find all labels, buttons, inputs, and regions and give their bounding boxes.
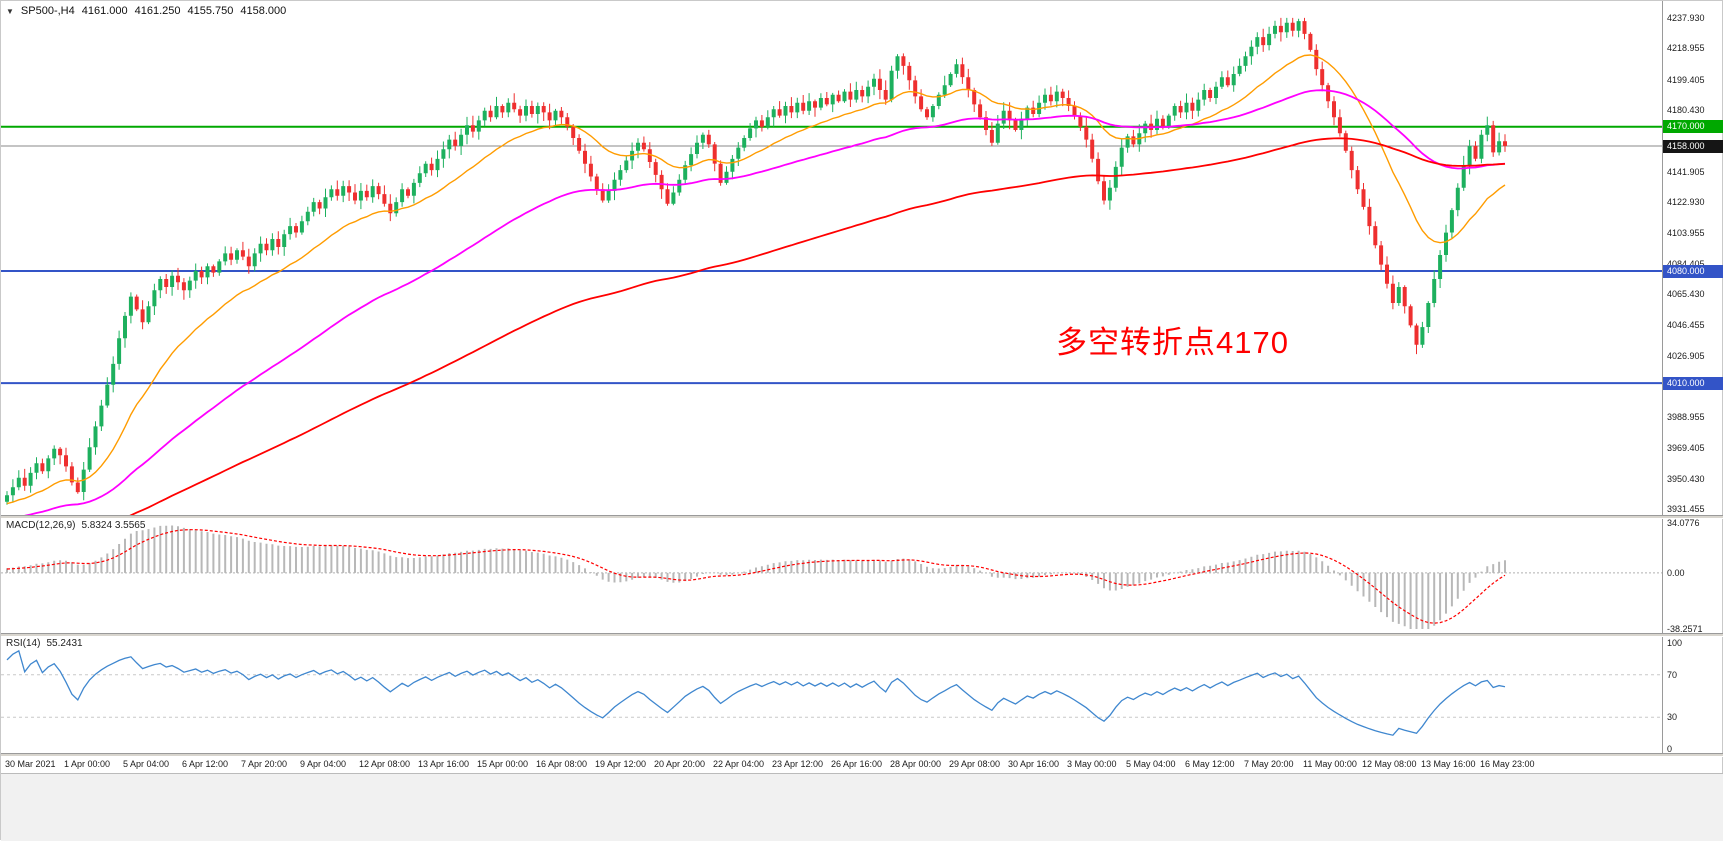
chart-menu-icon[interactable]: ▼ [6,7,14,16]
rsi-axis-label: 70 [1667,669,1678,680]
time-axis-label: 30 Apr 16:00 [1008,759,1060,769]
price-badge-4170.000: 4170.000 [1663,120,1723,134]
time-axis-label: 5 Apr 04:00 [123,759,170,769]
macd-axis-label: 34.0776 [1667,518,1700,528]
time-axis-label: 28 Apr 00:00 [890,759,942,769]
macd-panel-canvas[interactable] [1,519,1662,633]
time-axis-label: 6 May 12:00 [1185,759,1235,769]
rsi-axis-label: 30 [1667,712,1678,723]
macd-indicator-label: MACD(12,26,9) 5.8324 3.5565 [6,520,151,531]
ohlc-open-value: 4161.000 [81,5,128,17]
panel-separator[interactable] [1,753,1723,757]
price-axis-label: 4084.405 [1667,259,1705,269]
time-axis-label: 23 Apr 12:00 [772,759,824,769]
price-axis-label: 3988.955 [1667,411,1705,422]
price-axis-label: 4026.905 [1667,351,1705,362]
macd-name: MACD(12,26,9) [6,520,76,531]
price-axis-label: 4180.430 [1667,105,1705,116]
annotation-text[interactable]: 多空转折点4170 [1056,325,1289,360]
price-axis-label: 4237.930 [1667,13,1705,23]
time-axis-label: 16 Apr 08:00 [536,759,588,769]
rsi-axis-label: 0 [1667,744,1673,754]
price-axis-label: 4141.905 [1667,166,1705,177]
panel-separator[interactable] [1,633,1723,637]
price-axis-label: 4103.955 [1667,227,1705,238]
price-axis-label: 3931.455 [1667,504,1705,514]
axis-divider-line [1662,1,1663,753]
time-axis-label: 26 Apr 16:00 [831,759,883,769]
time-axis-label: 7 May 20:00 [1244,759,1294,769]
time-axis-label: 1 Apr 00:00 [64,759,111,769]
time-axis[interactable]: 30 Mar 2021 1 Apr 00:00 5 Apr 04:00 6 Apr 1… [1,757,1662,773]
time-axis-label: 30 Mar 2021 [5,759,56,769]
symbol-timeframe-label: SP500-,H4 [20,5,75,17]
price-axis-label: 3969.405 [1667,443,1705,454]
rsi-panel-canvas[interactable] [1,637,1662,753]
rsi-indicator-label: RSI(14) 55.2431 [6,638,89,649]
time-axis-label: 11 May 00:00 [1303,759,1357,769]
time-axis-label: 3 May 00:00 [1067,759,1117,769]
price-axis-label: 4218.955 [1667,43,1705,54]
ohlc-low-value: 4155.750 [187,5,234,17]
price-axis-label: 4065.430 [1667,289,1705,300]
price-axis-label: 4122.930 [1667,197,1705,208]
time-axis-label: 19 Apr 12:00 [595,759,647,769]
macd-axis[interactable]: 34.0776 0.00 -38.2571 [1663,518,1723,634]
time-axis-label: 16 May 23:00 [1480,759,1535,769]
time-axis-label: 15 Apr 00:00 [477,759,529,769]
time-axis-label: 12 Apr 08:00 [359,759,411,769]
price-badge-4010.000: 4010.000 [1663,376,1723,390]
time-axis-label: 6 Apr 12:00 [182,759,229,769]
ohlc-high-value: 4161.250 [134,5,181,17]
chart-ohlc-header: ▼ SP500-,H4 4161.000 4161.250 4155.750 4158.0… [6,5,293,17]
time-axis-label: 7 Apr 20:00 [241,759,288,769]
time-axis-label: 20 Apr 20:00 [654,759,706,769]
macd-axis-label: -38.2571 [1667,624,1703,634]
time-axis-label: 9 Apr 04:00 [300,759,347,769]
price-axis-label: 4046.455 [1667,319,1705,330]
time-axis-label: 12 May 08:00 [1362,759,1417,769]
rsi-value: 55.2431 [46,638,83,649]
time-axis-label: 22 Apr 04:00 [713,759,765,769]
price-badge-4080.000: 4080.000 [1663,264,1723,278]
macd-axis-label: 0.00 [1667,567,1685,578]
rsi-name: RSI(14) [6,638,41,649]
time-axis-label: 13 Apr 16:00 [418,759,470,769]
macd-values: 5.8324 3.5565 [81,520,146,531]
window-bottom-strip [1,773,1723,841]
price-chart-canvas[interactable] [1,1,1662,515]
rsi-axis-label: 100 [1667,638,1683,648]
price-axis[interactable]: 4237.930 4218.955 4199.405 4180.430 4141.905… [1663,1,1723,515]
panel-separator[interactable] [1,515,1723,519]
time-axis-label: 5 May 04:00 [1126,759,1176,769]
time-axis-label: 29 Apr 08:00 [949,759,1001,769]
price-badge-4158.000: 4158.000 [1663,139,1723,153]
ohlc-close-value: 4158.000 [240,5,287,17]
rsi-axis[interactable]: 100 70 30 0 [1663,637,1723,754]
price-axis-label: 3950.430 [1667,473,1705,484]
price-axis-label: 4199.405 [1667,74,1705,85]
time-axis-label: 13 May 16:00 [1421,759,1476,769]
